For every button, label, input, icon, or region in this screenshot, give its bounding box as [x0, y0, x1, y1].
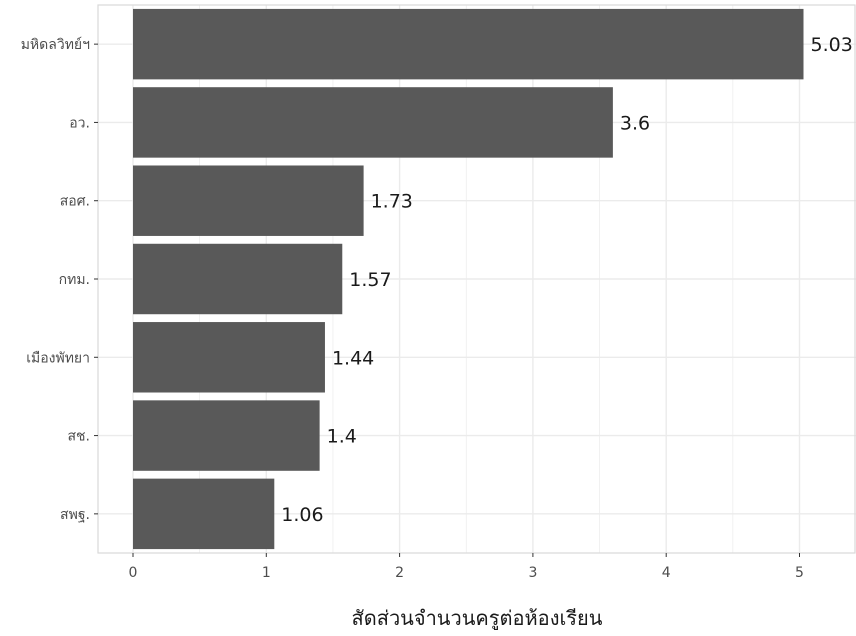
bar: [133, 165, 364, 236]
bar: [133, 322, 325, 393]
bar: [133, 400, 320, 471]
x-axis-title: สัดส่วนจำนวนครูต่อห้องเรียน: [352, 606, 603, 631]
x-tick-label: 2: [395, 565, 404, 581]
bars: [133, 8, 804, 550]
x-axis-ticks: 0 1 2 3 4 5: [129, 553, 804, 581]
x-tick-label: 0: [129, 565, 138, 581]
data-label: 5.03: [810, 34, 852, 56]
y-tick-label: เมืองพัทยา: [26, 350, 90, 366]
y-tick-label: สช.: [68, 429, 91, 445]
data-label: 1.57: [349, 269, 391, 291]
data-labels: 5.03 3.6 1.73 1.57 1.44 1.4 1.06: [281, 34, 853, 526]
y-tick-label: อว.: [69, 115, 90, 131]
data-label: 3.6: [620, 112, 650, 134]
data-label: 1.4: [327, 426, 357, 448]
x-tick-label: 4: [662, 565, 671, 581]
x-tick-label: 3: [528, 565, 537, 581]
bar: [133, 8, 804, 80]
data-label: 1.44: [332, 347, 374, 369]
data-label: 1.06: [281, 504, 323, 526]
bar: [133, 243, 343, 315]
x-tick-label: 5: [795, 565, 804, 581]
y-tick-label: สพฐ.: [60, 507, 90, 523]
y-tick-label: สอศ.: [60, 194, 90, 210]
data-label: 1.73: [371, 191, 413, 213]
y-tick-label: กทม.: [59, 272, 90, 288]
x-tick-label: 1: [262, 565, 271, 581]
bar: [133, 87, 613, 158]
y-tick-label: มหิดลวิทย์ฯ: [21, 36, 90, 53]
bar: [133, 478, 275, 550]
